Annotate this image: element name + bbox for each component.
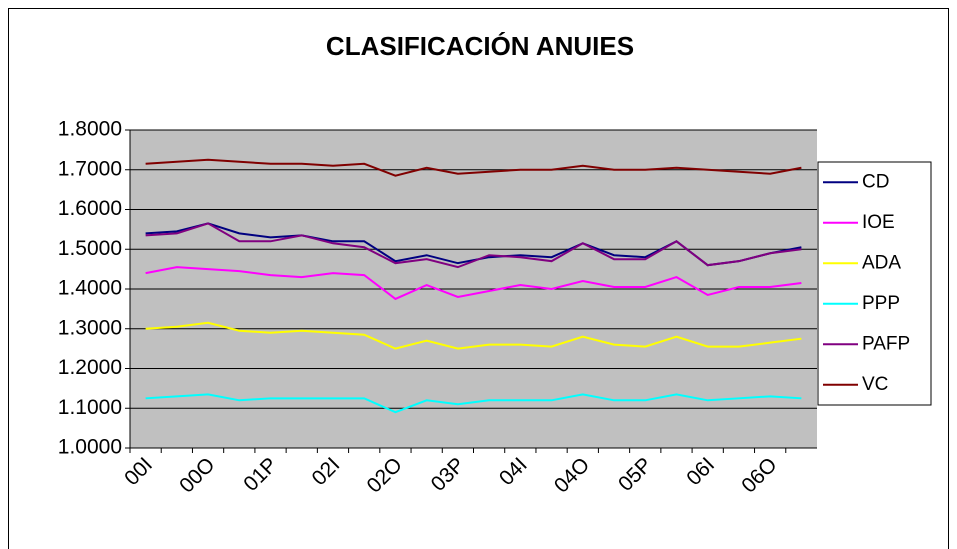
series-line: [145, 222, 802, 269]
y-tick-label: 1.8000: [58, 118, 122, 141]
series-line: [145, 321, 802, 350]
y-tick-label: 1.3000: [58, 316, 122, 339]
y-tick-label: 1.5000: [58, 237, 122, 260]
legend-label: ADA: [862, 252, 901, 273]
legend-label: CD: [862, 171, 889, 192]
series-line: [145, 158, 802, 177]
y-tick-label: 1.4000: [58, 277, 122, 300]
y-tick-label: 1.2000: [58, 356, 122, 379]
chart-title: CLASIFICACIÓN ANUIES: [326, 31, 634, 61]
legend-label: VC: [862, 374, 888, 395]
y-tick-label: 1.7000: [58, 157, 122, 180]
y-tick-label: 1.6000: [58, 197, 122, 220]
series-line: [145, 393, 802, 414]
legend-box: [817, 161, 932, 406]
legend-label: IOE: [862, 212, 895, 233]
series-line: [145, 266, 802, 301]
legend-label: PAFP: [862, 333, 910, 354]
y-tick-label: 1.1000: [58, 396, 122, 419]
legend-label: PPP: [862, 293, 900, 314]
y-tick-label: 1.0000: [58, 436, 122, 459]
